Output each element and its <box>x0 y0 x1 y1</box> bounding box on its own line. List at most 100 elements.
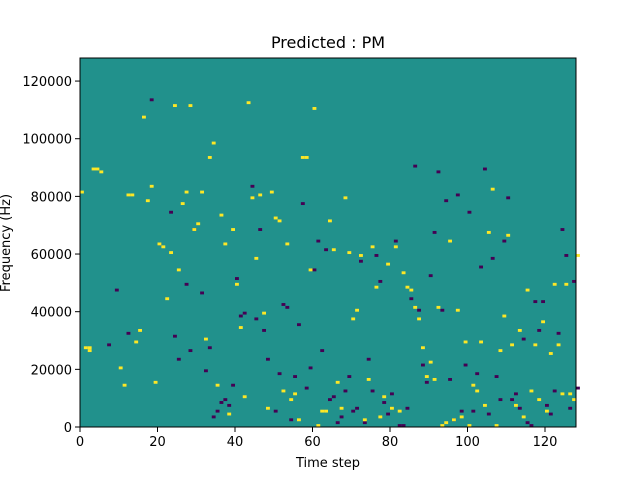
heatmap-cell-low <box>242 311 247 315</box>
heatmap-cell-high <box>215 383 220 387</box>
heatmap-cell-low <box>467 210 472 214</box>
heatmap-cell-low <box>238 314 243 318</box>
heatmap-cell-high <box>258 193 263 197</box>
heatmap-cell-high <box>192 228 197 231</box>
heatmap-cell-high <box>99 170 104 174</box>
heatmap-cell-low <box>506 196 511 200</box>
heatmap-cell-high <box>173 104 177 108</box>
heatmap-cell-low <box>312 268 317 272</box>
plot-frame <box>79 57 577 428</box>
heatmap-cell-high <box>378 415 383 419</box>
heatmap-cell-low <box>525 421 530 425</box>
heatmap-cell-high <box>238 326 243 329</box>
heatmap-cell-high <box>169 251 174 255</box>
heatmap-cell-low <box>300 202 305 206</box>
heatmap-cell-low <box>184 282 189 286</box>
heatmap-cell-high <box>533 343 538 347</box>
heatmap-cell-low <box>421 363 425 367</box>
y-tick-label: 20000 <box>31 363 72 378</box>
heatmap-cell-high <box>328 219 332 223</box>
heatmap-cell-low <box>227 403 232 407</box>
heatmap-cell-high <box>405 285 410 289</box>
y-tick-label: 0 <box>64 421 72 436</box>
heatmap-cell-high <box>560 392 565 396</box>
heatmap-cell-high <box>231 228 236 231</box>
chart-title: Predicted : PM <box>271 33 385 52</box>
heatmap-cell-high <box>428 360 433 364</box>
heatmap-cell-low <box>335 421 340 425</box>
heatmap-cell-high <box>122 383 127 387</box>
heatmap-cell-high <box>219 213 224 217</box>
heatmap-cell-low <box>440 308 445 312</box>
heatmap-cell-high <box>498 349 503 353</box>
heatmap-cell-high <box>424 375 429 378</box>
heatmap-cell-high <box>277 219 282 223</box>
heatmap-cell-high <box>556 343 561 347</box>
heatmap-cell-high <box>355 308 360 312</box>
heatmap-cell-high <box>413 305 418 309</box>
heatmap-cell-high <box>390 406 394 410</box>
heatmap-cell-high <box>149 184 154 188</box>
heatmap-cell-low <box>490 256 495 260</box>
heatmap-cell-low <box>347 375 352 378</box>
heatmap-cell-high <box>207 156 212 159</box>
heatmap-cell-low <box>281 303 286 306</box>
heatmap-cell-low <box>510 398 515 402</box>
heatmap-cell-low <box>537 328 542 332</box>
heatmap-cell-low <box>397 424 402 427</box>
heatmap-cell-low <box>235 277 239 280</box>
heatmap-cell-high <box>335 380 340 384</box>
heatmap-cell-high <box>552 282 557 286</box>
heatmap-cell-high <box>297 418 301 422</box>
heatmap-cell-high <box>266 406 270 410</box>
heatmap-cell-high <box>529 389 534 393</box>
heatmap-cell-high <box>525 288 530 292</box>
heatmap-cell-high <box>421 346 425 350</box>
heatmap-cell-low <box>200 291 205 295</box>
heatmap-cell-high <box>463 340 468 344</box>
heatmap-cell-high <box>87 346 92 350</box>
heatmap-cell-low <box>572 279 577 283</box>
heatmap-cell-high <box>130 193 135 197</box>
heatmap-cell-low <box>455 193 460 197</box>
heatmap-cell-low <box>258 228 263 231</box>
heatmap-cell-low <box>254 317 259 321</box>
heatmap-cell-low <box>471 409 476 413</box>
heatmap-cell-high <box>537 398 542 402</box>
heatmap-cell-low <box>483 167 487 171</box>
x-tick-label: 100 <box>455 435 480 450</box>
heatmap-cell-low <box>374 254 379 257</box>
heatmap-cell-low <box>533 300 538 304</box>
heatmap-cell-low <box>541 300 546 304</box>
heatmap-cell-low <box>386 412 391 416</box>
heatmap-cell-high <box>397 409 402 413</box>
heatmap-cell-high <box>366 377 371 381</box>
heatmap-cell-low <box>308 366 313 370</box>
heatmap-cell-high <box>157 242 162 246</box>
heatmap-cell-high <box>262 311 267 315</box>
heatmap-cell-high <box>142 115 146 119</box>
heatmap-cell-high <box>409 288 414 292</box>
heatmap-cell-high <box>246 101 251 105</box>
heatmap-cell-high <box>80 190 84 194</box>
heatmap-cell-high <box>281 389 286 393</box>
heatmap-cell-low <box>316 239 321 243</box>
heatmap-cell-low <box>173 334 177 338</box>
heatmap-cell-low <box>331 395 336 399</box>
heatmap-cell-low <box>564 254 569 257</box>
heatmap-cell-high <box>359 254 363 257</box>
heatmap-cell-low <box>277 372 282 376</box>
heatmap-cell-low <box>176 357 181 361</box>
heatmap-cell-low <box>521 337 526 341</box>
heatmap-cell-low <box>568 406 573 410</box>
heatmap-cell-high <box>548 352 553 355</box>
heatmap-cell-high <box>145 199 150 203</box>
heatmap-cell-low <box>293 375 298 378</box>
heatmap-cell-low <box>343 389 348 393</box>
heatmap-cell-high <box>200 190 205 194</box>
heatmap-cell-high <box>568 392 573 396</box>
heatmap-cell-low <box>355 406 360 410</box>
heatmap-cell-high <box>386 262 391 266</box>
heatmap-cell-low <box>215 409 220 413</box>
y-tick-label: 80000 <box>31 190 72 205</box>
